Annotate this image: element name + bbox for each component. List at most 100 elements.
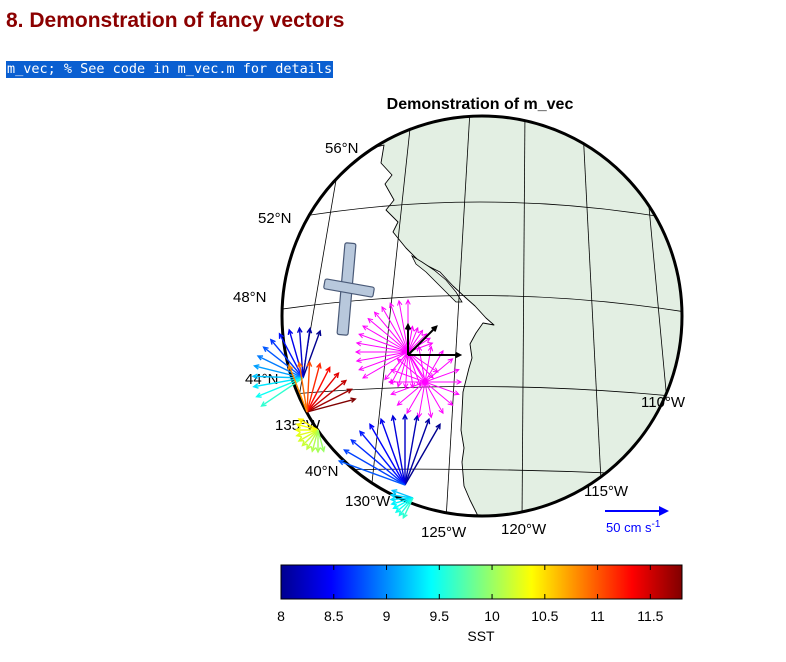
lon-label-115w: 115°W — [584, 483, 629, 500]
vector-arrow — [306, 379, 348, 413]
lat-label-52n: 52°N — [258, 210, 292, 227]
grid-line — [581, 116, 604, 516]
vector-arrow — [306, 360, 313, 413]
vector-arrow — [358, 333, 409, 353]
vector-arrow — [404, 414, 420, 486]
vector-arrow — [392, 497, 414, 510]
vector-arrow — [302, 326, 313, 379]
grid-labels: 56°N 52°N 48°N 44°N 40°N 135°W 130°W 125… — [233, 140, 686, 541]
lat-label-48n: 48°N — [233, 289, 267, 306]
vector-arrow — [390, 497, 414, 506]
vector-arrow — [416, 381, 426, 419]
vector-arrow — [408, 351, 463, 359]
vector-arrow — [355, 341, 409, 353]
colorbar-tick-label: 10.5 — [531, 608, 558, 624]
grid-line — [282, 201, 682, 227]
colorbar-ticks: 8 8.5 9 9.5 10 10.5 11 11.5 — [277, 565, 664, 624]
vector-arrow — [402, 497, 414, 520]
vector-arrow — [396, 358, 426, 383]
vector-arrow — [362, 351, 409, 379]
land-polygon — [365, 116, 682, 516]
vector-arrow — [424, 381, 460, 396]
vector-arrow — [390, 414, 406, 486]
vector-arrow — [310, 429, 319, 453]
colorbar-tick-label: 10 — [484, 608, 500, 624]
vector-arrow — [373, 311, 409, 353]
vector-arrow — [306, 362, 322, 413]
lon-label-120w: 120°W — [501, 521, 547, 538]
colorbar-tick-label: 8.5 — [324, 608, 344, 624]
code-snippet[interactable]: m_vec; % See code in m_vec.m for details — [6, 61, 334, 78]
vector-arrow — [350, 439, 406, 486]
plot-title: Demonstration of m_vec — [387, 96, 574, 113]
vector-arrow — [416, 345, 426, 383]
vector-arrow — [252, 364, 304, 379]
vector-arrow — [389, 302, 409, 353]
vector-arrow — [402, 413, 408, 485]
scale-arrow-head — [659, 506, 669, 516]
vector-arrow — [424, 381, 454, 406]
vector-arrow — [287, 363, 308, 413]
lon-label-125w: 125°W — [421, 524, 467, 541]
vector-arrow — [317, 429, 326, 453]
vector-arrow — [406, 381, 426, 415]
lat-label-56n: 56°N — [325, 140, 359, 157]
colorbar-tick-label: 8 — [277, 608, 285, 624]
colorbar-tick-label: 9 — [383, 608, 391, 624]
lat-label-40n: 40°N — [305, 463, 339, 480]
vector-arrow — [394, 497, 414, 514]
vector-arrow — [262, 346, 304, 379]
vector-arrow — [355, 351, 409, 363]
vector-arrow — [384, 351, 409, 381]
vector-arrow — [354, 349, 408, 355]
lon-label-130w: 130°W — [345, 493, 391, 510]
colorbar: 8 8.5 9 9.5 10 10.5 11 11.5 SST — [277, 564, 683, 644]
vector-arrow — [297, 429, 319, 442]
vector-arrow — [397, 299, 409, 353]
vector-arrow — [306, 371, 340, 413]
vector-arrow — [302, 329, 322, 379]
vector-arrow — [256, 355, 304, 379]
lon-label-110w: 110°W — [641, 394, 686, 411]
scale-vector: 50 cm s-1 — [605, 506, 669, 535]
vector-arrow — [381, 306, 409, 353]
vector-arrow — [251, 373, 304, 380]
grid-line — [521, 116, 526, 516]
vector-arrow — [295, 422, 319, 431]
vector-arrow — [424, 345, 434, 383]
vector-arrow — [404, 417, 431, 486]
grid-line — [367, 116, 413, 516]
vector-arrow — [269, 338, 304, 379]
vector-arrow — [424, 381, 434, 419]
vector-arrow — [315, 430, 321, 454]
vector-arrow — [398, 497, 414, 517]
vector-arrow — [295, 429, 319, 438]
map-frame — [280, 114, 684, 518]
vector-arrow — [387, 379, 425, 385]
colorbar-tick-label: 11.5 — [637, 608, 663, 624]
scale-label: 50 cm s-1 — [606, 519, 661, 535]
vector-field — [251, 298, 463, 520]
vector-arrow — [396, 351, 409, 388]
vector-arrow — [425, 379, 463, 385]
vector-arrow — [389, 492, 414, 499]
vector-arrow — [407, 325, 438, 356]
vector-arrow — [407, 351, 434, 379]
vector-arrow — [337, 459, 406, 486]
vector-arrow — [396, 381, 426, 406]
colorbar-gradient — [280, 564, 683, 600]
vector-arrow — [297, 418, 319, 431]
vector-arrow — [294, 427, 318, 433]
vector-arrow — [389, 496, 414, 503]
vector-arrow — [390, 489, 414, 499]
vector-arrow — [390, 381, 426, 396]
vector-arrow — [390, 368, 426, 383]
vector-arrow — [278, 332, 304, 379]
grid-line — [282, 295, 682, 317]
vector-arrow — [424, 381, 444, 415]
vector-arrow — [359, 430, 406, 486]
vector-arrow — [306, 397, 357, 413]
colorbar-tick-label: 11 — [590, 608, 605, 624]
vector-arrow — [306, 366, 331, 413]
